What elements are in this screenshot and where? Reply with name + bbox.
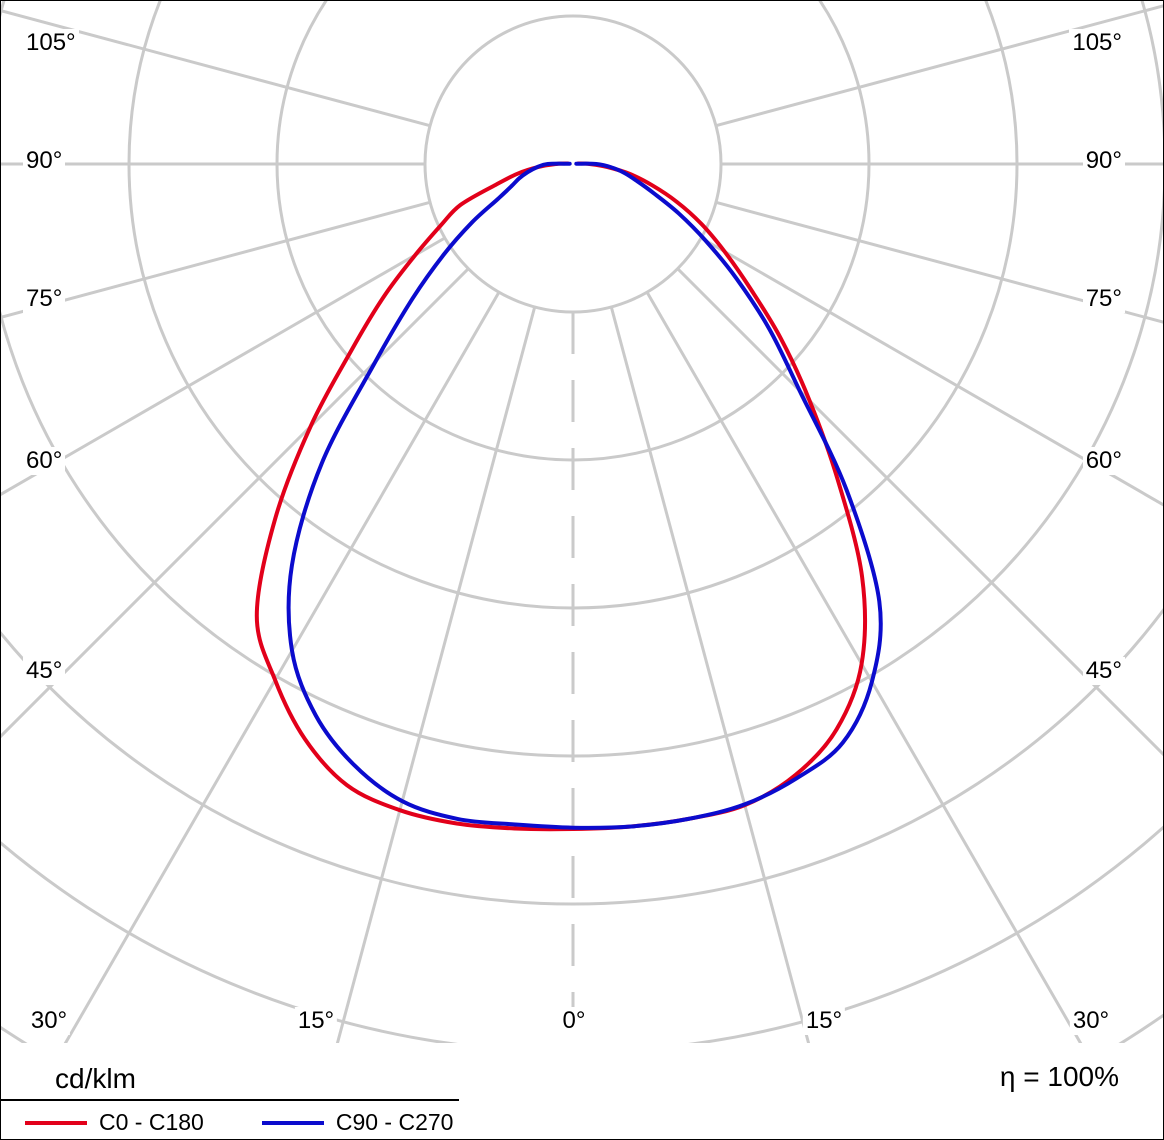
gamma-label-bottom-4: 30° xyxy=(1069,1007,1113,1035)
gamma-label-right-90: 90° xyxy=(1082,147,1125,175)
legend: C0 - C180 C90 - C270 xyxy=(25,1109,453,1136)
legend-item-c90-c270: C90 - C270 xyxy=(261,1109,454,1136)
legend-label: C90 - C270 xyxy=(335,1109,454,1135)
gamma-label-bottom-1: 15° xyxy=(294,1007,338,1035)
legend-swatch xyxy=(261,1120,324,1125)
gamma-label-right-45: 45° xyxy=(1082,657,1125,685)
curve-c90-c270 xyxy=(286,161,883,830)
gamma-label-left-45: 45° xyxy=(23,657,66,685)
gamma-label-right-105: 105° xyxy=(1069,29,1125,57)
legend-divider xyxy=(1,1099,459,1101)
curve-c0-c180 xyxy=(254,161,867,832)
gamma-label-right-75: 75° xyxy=(1082,285,1125,313)
gamma-label-left-90: 90° xyxy=(23,147,66,175)
legend-item-c0-c180: C0 - C180 xyxy=(25,1109,204,1136)
gamma-label-left-60: 60° xyxy=(23,447,66,475)
gamma-label-bottom-3: 15° xyxy=(802,1007,846,1035)
efficiency-label: η = 100% xyxy=(999,1061,1119,1092)
gamma-label-left-75: 75° xyxy=(23,285,66,313)
gamma-label-bottom-2: 0° xyxy=(559,1007,589,1035)
gamma-label-bottom-0: 30° xyxy=(27,1007,71,1035)
gamma-label-left-105: 105° xyxy=(23,29,79,57)
gamma-label-right-60: 60° xyxy=(1082,447,1125,475)
legend-swatch xyxy=(25,1120,87,1125)
legend-label: C0 - C180 xyxy=(99,1109,204,1135)
unit-label: cd/klm xyxy=(55,1063,136,1094)
